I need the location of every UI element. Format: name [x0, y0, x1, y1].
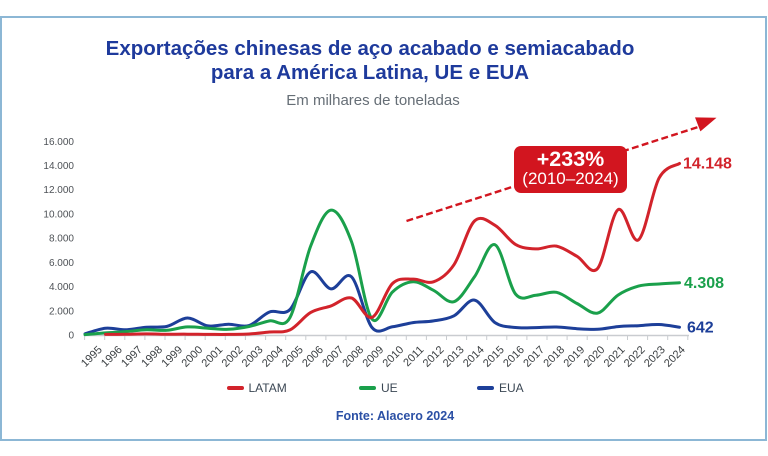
svg-text:2023: 2023 — [642, 344, 668, 370]
svg-text:2005: 2005 — [280, 344, 306, 370]
svg-text:2009: 2009 — [360, 344, 386, 370]
svg-text:1998: 1998 — [139, 344, 165, 370]
svg-text:2008: 2008 — [340, 344, 366, 370]
svg-text:2004: 2004 — [260, 344, 286, 370]
svg-text:2010: 2010 — [381, 344, 407, 370]
svg-text:10.000: 10.000 — [43, 210, 74, 221]
svg-text:12.000: 12.000 — [43, 185, 74, 196]
svg-text:2024: 2024 — [662, 344, 688, 370]
svg-text:2022: 2022 — [622, 344, 648, 370]
svg-text:1999: 1999 — [159, 344, 185, 370]
svg-text:2019: 2019 — [561, 344, 587, 370]
svg-text:2007: 2007 — [320, 344, 346, 370]
svg-text:1996: 1996 — [99, 344, 125, 370]
svg-text:4.308: 4.308 — [684, 275, 724, 292]
svg-text:2020: 2020 — [582, 344, 608, 370]
svg-text:642: 642 — [687, 320, 714, 337]
svg-text:14.000: 14.000 — [43, 161, 74, 172]
svg-text:2011: 2011 — [401, 344, 426, 369]
svg-text:1997: 1997 — [119, 344, 145, 370]
svg-text:2.000: 2.000 — [49, 306, 74, 317]
svg-text:2000: 2000 — [179, 344, 205, 370]
svg-text:2001: 2001 — [200, 344, 226, 370]
svg-text:2016: 2016 — [501, 344, 527, 370]
svg-text:2012: 2012 — [421, 344, 447, 370]
svg-text:2003: 2003 — [240, 344, 266, 370]
svg-text:1995: 1995 — [79, 344, 105, 370]
svg-text:2017: 2017 — [521, 344, 547, 370]
svg-text:2002: 2002 — [220, 344, 246, 370]
svg-text:16.000: 16.000 — [43, 137, 74, 148]
svg-text:2018: 2018 — [541, 344, 567, 370]
svg-text:2014: 2014 — [461, 344, 487, 370]
svg-text:6.000: 6.000 — [49, 258, 74, 269]
svg-text:4.000: 4.000 — [49, 282, 74, 293]
svg-text:2006: 2006 — [300, 344, 326, 370]
svg-text:2013: 2013 — [441, 344, 467, 370]
svg-text:14.148: 14.148 — [683, 156, 732, 173]
svg-text:8.000: 8.000 — [49, 234, 74, 245]
svg-text:2015: 2015 — [481, 344, 507, 370]
svg-text:0: 0 — [68, 331, 74, 342]
svg-text:2021: 2021 — [602, 344, 628, 370]
